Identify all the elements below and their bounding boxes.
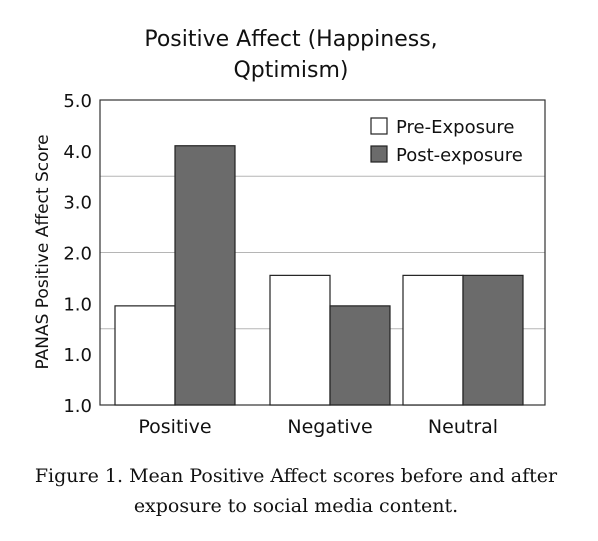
bar-positive-post-exposure (174, 145, 236, 406)
legend: Pre-Exposure Post-exposure (370, 117, 523, 166)
y-axis-label: PANAS Positive Affect Score (33, 134, 53, 369)
bar-negative-pre-exposure (269, 274, 331, 406)
x-category-labels: Positive Negative Neutral (138, 416, 498, 438)
figure-caption-line-1: Figure 1. Mean Positive Affect scores be… (35, 465, 558, 487)
bar-neutral-pre-exposure (402, 274, 464, 406)
bar-neutral-post-exposure (462, 274, 524, 406)
figure-caption-line-2: exposure to social media content. (134, 495, 458, 517)
y-tick-label-5: 4.0 (63, 142, 92, 163)
y-tick-label-1: 1.0 (63, 345, 92, 366)
x-category-label-positive: Positive (138, 416, 211, 438)
legend-swatch-post-exposure (370, 145, 388, 163)
bar-positive-pre-exposure (114, 305, 176, 406)
y-tick-label-4: 3.0 (63, 193, 92, 214)
legend-swatch-pre-exposure (370, 117, 388, 135)
bar-negative-post-exposure (329, 305, 391, 406)
chart-title-line-2: Qptimism) (233, 58, 348, 83)
y-tick-label-3: 2.0 (63, 244, 92, 265)
bars (114, 145, 524, 406)
y-tick-label-6: 5.0 (63, 91, 92, 112)
y-tick-label-2: 1.0 (63, 294, 92, 315)
x-category-label-neutral: Neutral (428, 416, 498, 438)
chart-title-line-1: Positive Affect (Happiness, (144, 27, 437, 52)
y-tick-labels: 1.0 1.0 1.0 2.0 3.0 4.0 5.0 (63, 91, 92, 417)
y-tick-label-0: 1.0 (63, 396, 92, 417)
x-category-label-negative: Negative (287, 416, 372, 438)
legend-label-pre-exposure: Pre-Exposure (396, 117, 514, 138)
legend-label-post-exposure: Post-exposure (396, 145, 523, 166)
